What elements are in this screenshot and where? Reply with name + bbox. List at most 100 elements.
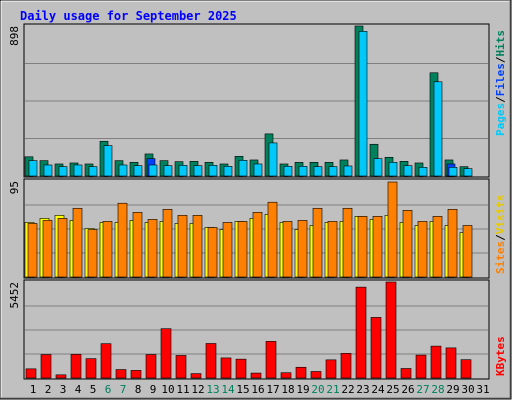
bar-kbytes (70, 354, 82, 379)
bar-pages (133, 165, 143, 177)
x-tick-label: 28 (431, 383, 444, 396)
bar-sites (87, 229, 98, 278)
bar-kbytes (430, 345, 442, 379)
x-tick-label: 16 (251, 383, 264, 396)
bar-kbytes (295, 366, 307, 379)
bar-sites (327, 221, 338, 278)
bar-sites (42, 220, 53, 278)
bar-sites (267, 201, 278, 278)
y-scale-label-kbytes: 5452 (8, 282, 21, 309)
bar-kbytes (160, 328, 172, 379)
x-tick-label: 27 (416, 383, 429, 396)
x-tick-label: 1 (30, 383, 37, 396)
legend-visits: Visits (494, 195, 507, 235)
legend-sep-1: / (494, 96, 507, 103)
bar-pages (148, 164, 158, 177)
bar-sites (432, 216, 443, 278)
bar-kbytes (370, 317, 382, 379)
bar-kbytes (100, 343, 112, 379)
x-tick-label: 6 (105, 383, 112, 396)
bar-pages (193, 165, 203, 177)
x-tick-label: 19 (296, 383, 309, 396)
bar-kbytes (25, 368, 37, 379)
legend-sep-3: / (494, 234, 507, 241)
bar-pages (88, 166, 98, 177)
bar-kbytes (190, 373, 202, 379)
bar-pages (388, 162, 398, 177)
bar-kbytes (130, 370, 142, 379)
y-scale-label-visits: 95 (8, 181, 21, 194)
x-tick-label: 7 (120, 383, 127, 396)
x-axis-labels: 1 2 3 4 5 6 7 8 9 10 11 12 13 14 15 16 17 18 19 20 21 22 23 24 2… (30, 383, 490, 396)
bar-sites (297, 220, 308, 278)
legend-pages: Pages (494, 103, 507, 136)
x-tick-label: 18 (281, 383, 294, 396)
panel-hits-frame (23, 23, 490, 178)
bar-pages (103, 145, 113, 177)
bar-kbytes (175, 355, 187, 379)
bar-sites (57, 218, 68, 278)
bar-sites (192, 215, 203, 278)
bar-kbytes (460, 359, 472, 379)
legend-kbytes-panel: KBytes (494, 336, 507, 376)
x-tick-label: 15 (236, 383, 249, 396)
bar-sites (252, 212, 263, 278)
legend-visits-panel: Sites/Visits (494, 195, 507, 275)
bar-kbytes (85, 358, 97, 379)
bar-pages (118, 164, 128, 177)
bar-sites (402, 210, 413, 278)
bar-pages (208, 165, 218, 177)
x-tick-label: 30 (461, 383, 474, 396)
legend-kbytes: KBytes (494, 336, 507, 376)
bar-pages (238, 159, 248, 177)
bar-kbytes (355, 286, 367, 379)
panel-kbytes-frame (23, 279, 490, 380)
bar-kbytes (235, 358, 247, 379)
legend-sep-2: / (494, 56, 507, 63)
bar-sites (372, 216, 383, 278)
bar-kbytes (205, 343, 217, 379)
bar-pages (433, 81, 443, 177)
bar-sites (312, 207, 323, 278)
x-tick-label: 9 (150, 383, 157, 396)
legend-files: Files (494, 63, 507, 96)
bar-pages (43, 164, 53, 177)
bar-pages (463, 168, 473, 177)
bar-pages (403, 165, 413, 177)
bar-kbytes (145, 354, 157, 379)
bar-kbytes (400, 368, 412, 379)
x-tick-label: 23 (356, 383, 369, 396)
legend-hits: Hits (494, 30, 507, 57)
bar-pages (298, 166, 308, 177)
bar-pages (163, 165, 173, 177)
bar-pages (418, 167, 428, 177)
bar-pages (358, 31, 368, 177)
x-tick-label: 8 (135, 383, 142, 396)
x-tick-label: 22 (341, 383, 354, 396)
bar-sites (72, 207, 83, 278)
bar-sites (462, 225, 473, 278)
x-tick-label: 24 (371, 383, 385, 396)
bars (24, 25, 473, 379)
bar-pages (448, 167, 458, 177)
x-tick-label: 25 (386, 383, 399, 396)
x-tick-label: 14 (221, 383, 235, 396)
bar-kbytes (220, 357, 232, 379)
x-tick-label: 10 (161, 383, 174, 396)
x-tick-label: 3 (60, 383, 67, 396)
bar-sites (207, 227, 218, 278)
bar-pages (373, 158, 383, 177)
bar-kbytes (250, 372, 262, 379)
x-tick-label: 4 (75, 383, 82, 396)
bar-kbytes (415, 354, 427, 379)
bar-pages (58, 166, 68, 177)
bar-sites (27, 223, 38, 278)
bar-sites (177, 215, 188, 278)
x-tick-label: 21 (326, 383, 339, 396)
bar-sites (117, 202, 128, 278)
x-tick-label: 20 (311, 383, 324, 396)
bar-sites (387, 181, 398, 278)
bar-sites (147, 219, 158, 278)
bar-kbytes (310, 371, 322, 379)
